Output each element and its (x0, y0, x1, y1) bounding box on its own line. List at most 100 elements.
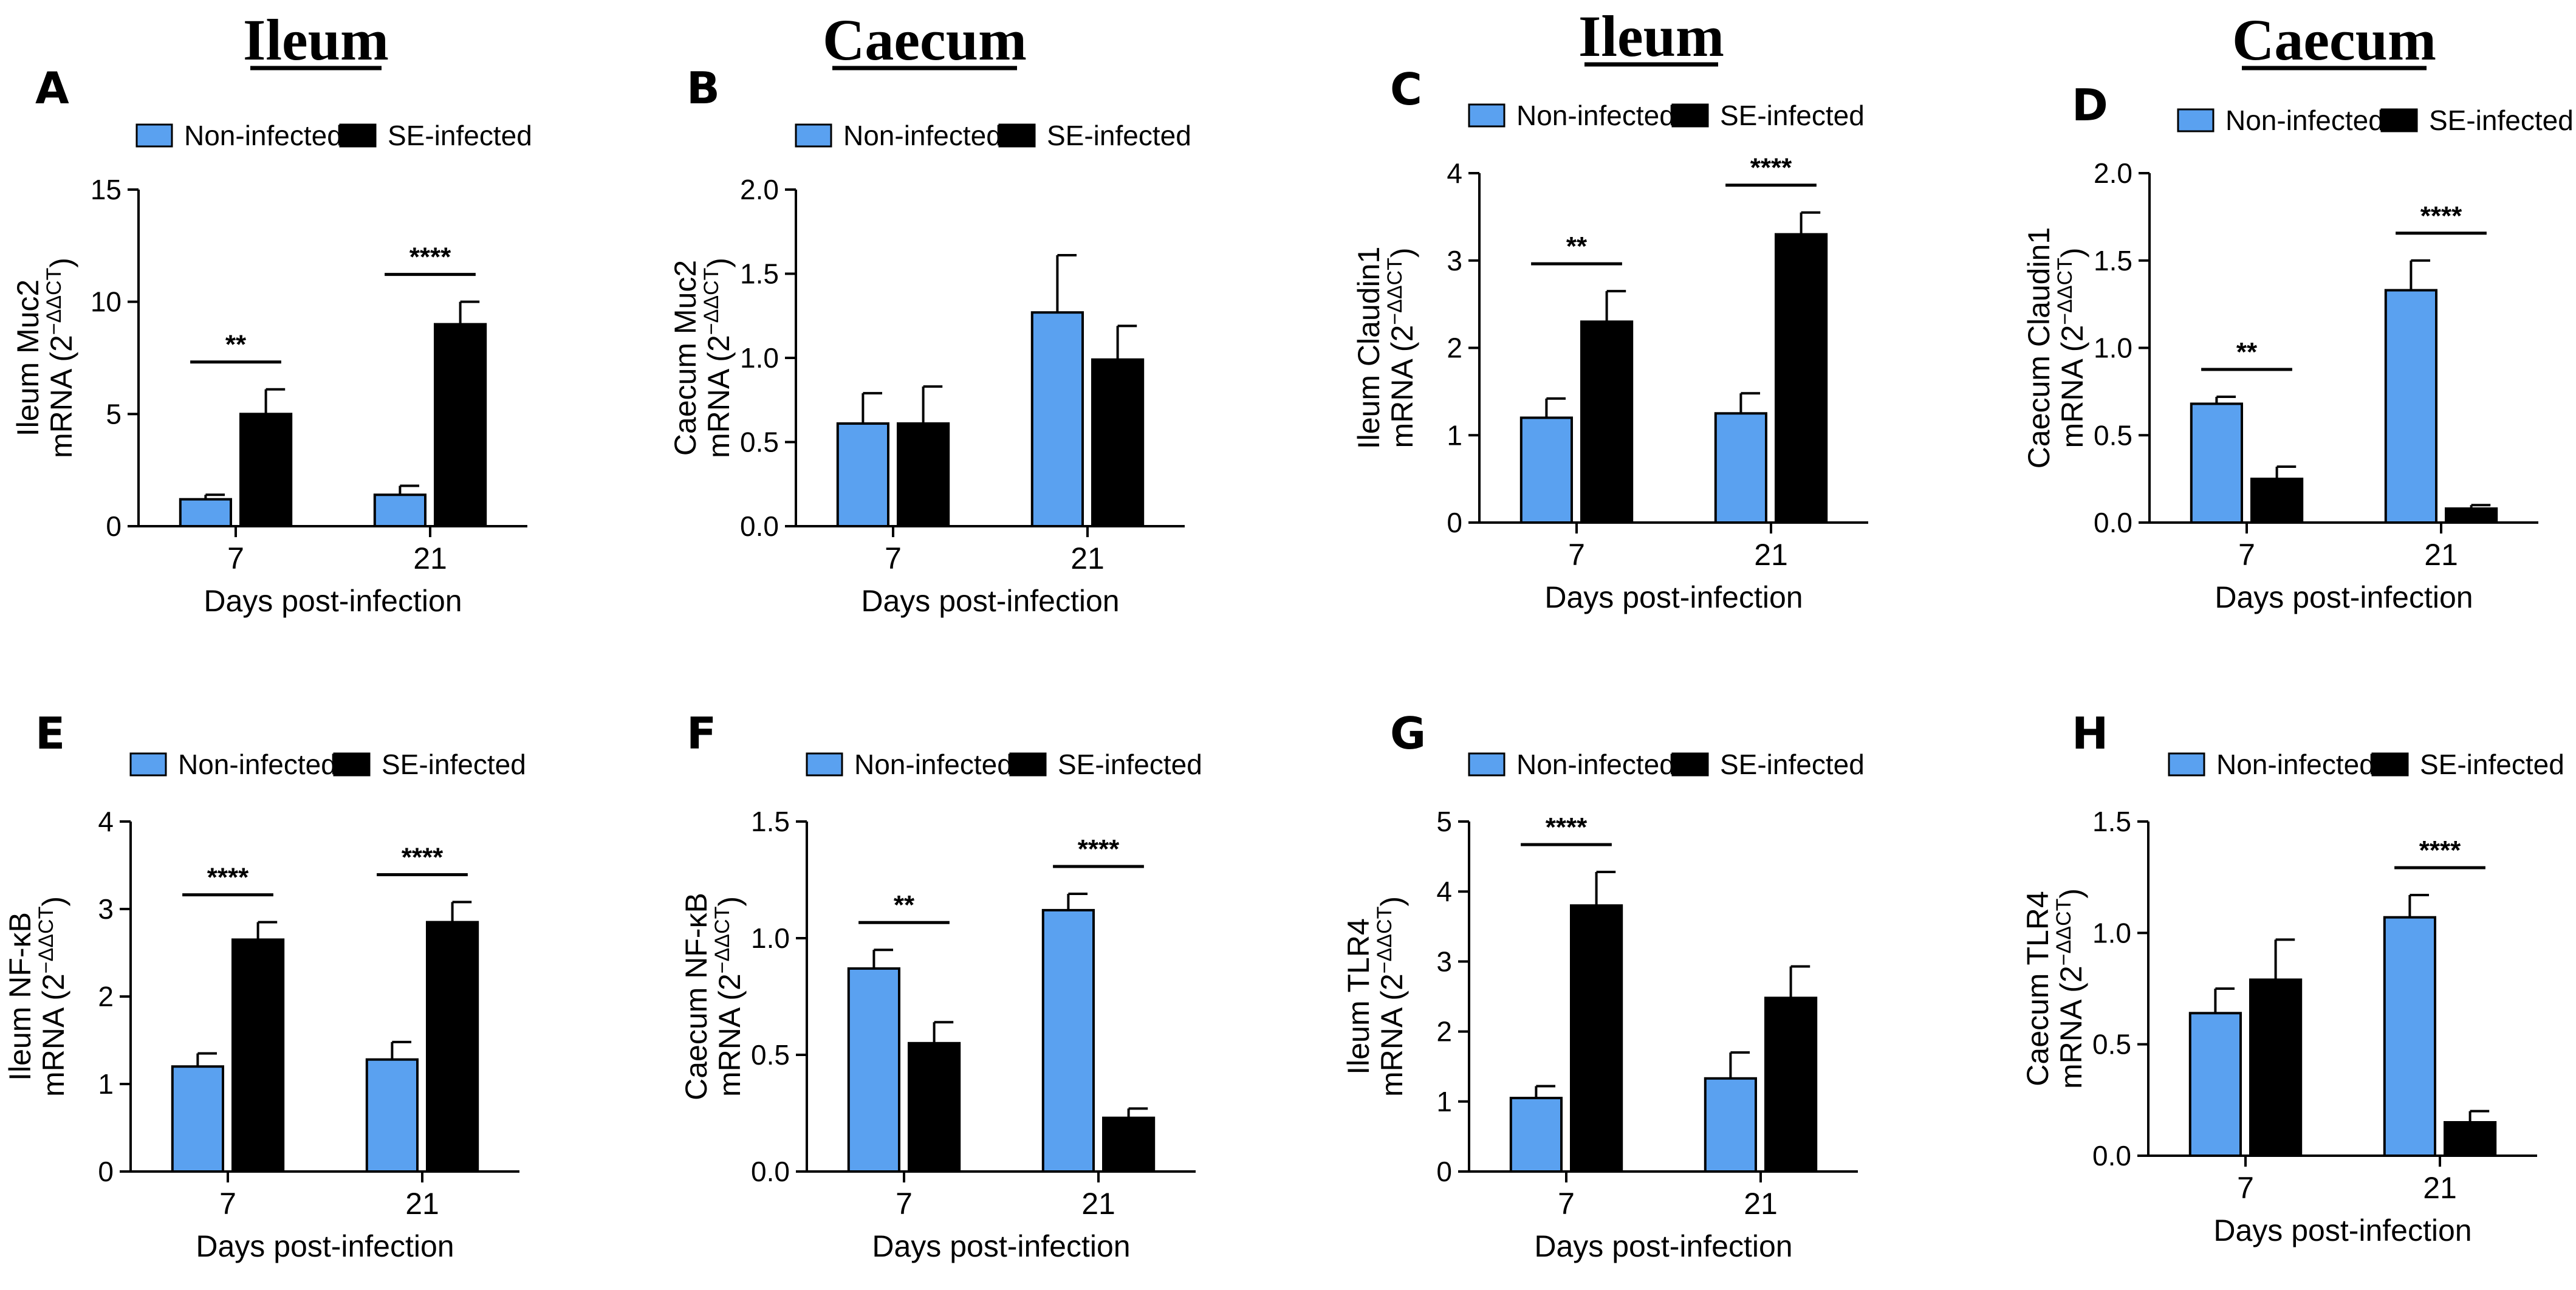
panel-g-y-label-superscript: −ΔΔCT (1373, 907, 1396, 974)
panel-c-bar-non-infected-day-21 (1714, 412, 1768, 524)
panel-c-y-tick-label: 1 (1447, 419, 1462, 451)
panel-g-legend: Non-infected SE-infected (1468, 749, 1865, 780)
panel-a-y-tick-label: 15 (91, 174, 122, 205)
panel-c-x-tick-label-day-21: 21 (1754, 538, 1788, 572)
panel-f-y-label-superscript: −ΔΔCT (711, 907, 734, 974)
panel-g-legend-swatch-se-infected (1671, 752, 1709, 777)
panel-g-y-tick-label: 2 (1436, 1016, 1452, 1048)
column-headers: Ileum Caecum Ileum Caecum (243, 4, 2436, 72)
panel-f-legend-label-non-infected: Non-infected (854, 749, 1013, 780)
panel-e-y-label-mrna: mRNA (2 (36, 973, 70, 1097)
panel-e-significance-label-day-7: **** (207, 863, 249, 893)
panel-a-legend: Non-infected SE-infected (135, 120, 532, 151)
panel-c-y-tick-label: 0 (1447, 507, 1462, 538)
panel-c-significance-label-day-21: **** (1750, 153, 1792, 183)
panel-g-y-tick-label: 1 (1436, 1086, 1452, 1117)
panel-c-x-label: Days post-infection (1544, 580, 1803, 614)
panel-b-x-tick-label-day-7: 7 (885, 541, 902, 575)
panel-h-letter: H (2072, 708, 2108, 759)
panel-g-y-tick-label: 5 (1436, 806, 1452, 837)
panel-h-x-label: Days post-infection (2213, 1213, 2472, 1247)
panel-d-y-tick-label: 2.0 (2094, 157, 2132, 189)
panel-a-significance-label-day-21: **** (409, 242, 451, 272)
panel-g-bar-non-infected-day-7 (1509, 1097, 1563, 1173)
panel-a-legend-label-non-infected: Non-infected (184, 120, 343, 151)
panel-h: H Non-infected SE-infected 0.0 0.5 1.0 1.5 Caec… (2021, 708, 2564, 1247)
panel-b-y-tick-label: 1.0 (740, 342, 779, 374)
panel-d-bar-non-infected-day-21 (2384, 289, 2438, 524)
panel-g-y-label-line2: mRNA (2−ΔΔCT) (1373, 896, 1409, 1097)
panel-a-letter: A (35, 63, 69, 114)
panel-d-significance-label-day-21: **** (2420, 201, 2462, 231)
panel-e-x-tick-label-day-21: 21 (405, 1187, 439, 1221)
panel-f-bar-se-infected-day-21 (1102, 1116, 1156, 1173)
panel-e-bar-non-infected-day-21 (365, 1058, 419, 1173)
panel-g-letter: G (1390, 708, 1426, 759)
column-header-ileum-1: Ileum (243, 7, 389, 72)
panel-g-significance-label-day-7: **** (1546, 812, 1588, 842)
panel-b-letter: B (687, 63, 720, 114)
panel-b-y-label-close: ) (702, 258, 736, 268)
panel-d-legend: Non-infected SE-infected (2177, 105, 2574, 136)
panel-h-bar-non-infected-day-21 (2383, 916, 2437, 1157)
panel-b-y-tick-label: 0.5 (740, 427, 779, 458)
panel-c-legend-swatch-se-infected (1671, 103, 1709, 128)
panel-a-y-label-line1: Ileum Muc2 (11, 280, 45, 436)
panel-e-y-tick-label: 2 (98, 981, 114, 1012)
panel-g-bar-non-infected-day-21 (1704, 1077, 1758, 1173)
panel-a-y-label-line2: mRNA (2−ΔΔCT) (43, 258, 78, 458)
panel-g: G Non-infected SE-infected 0 1 2 3 4 5 Ileum TLR4… (1341, 708, 1865, 1263)
panel-b-y-label-line2: mRNA (2−ΔΔCT) (700, 258, 736, 458)
panel-g-bar-se-infected-day-21 (1764, 997, 1818, 1173)
panel-h-bar-se-infected-day-7 (2249, 978, 2303, 1158)
panel-a-significance-label-day-7: ** (225, 330, 247, 360)
panel-g-legend-label-non-infected: Non-infected (1516, 749, 1675, 780)
panel-c-legend-swatch-non-infected (1468, 103, 1506, 128)
panel-d-bar-se-infected-day-7 (2250, 478, 2304, 524)
panel-c-x-tick-label-day-7: 7 (1568, 538, 1585, 572)
panel-e-bar-se-infected-day-7 (231, 938, 285, 1173)
panel-f-significance-label-day-21: **** (1078, 834, 1120, 864)
panel-c-legend-label-se-infected: SE-infected (1720, 100, 1865, 131)
panel-d-bar-non-infected-day-7 (2190, 402, 2244, 524)
panel-d-letter: D (2072, 80, 2108, 131)
panel-b-y-tick-label: 0.0 (740, 510, 779, 542)
panel-e-y-tick-label: 1 (98, 1068, 114, 1100)
panel-h-y-tick-label: 0.0 (2092, 1140, 2131, 1172)
panel-b-legend-swatch-non-infected (795, 123, 832, 148)
panel-c-y-label-superscript: −ΔΔCT (1383, 258, 1406, 325)
panel-d-x-tick-label-day-21: 21 (2424, 538, 2458, 572)
panel-e-y-label-line1: Ileum NF-κB (3, 912, 37, 1081)
panel-b-y-label-line1: Caecum Muc2 (668, 260, 702, 456)
panel-g-bar-se-infected-day-7 (1570, 904, 1623, 1173)
panel-f-x-tick-label-day-21: 21 (1081, 1187, 1115, 1221)
panel-c-y-label-close: ) (1385, 247, 1419, 258)
panel-b-bar-non-infected-day-7 (836, 422, 890, 528)
panel-a-x-tick-label-day-7: 7 (227, 541, 244, 575)
panel-f-bar-non-infected-day-7 (847, 967, 901, 1173)
panel-d-y-tick-label: 0.5 (2094, 419, 2132, 451)
panel-a-legend-swatch-non-infected (135, 123, 173, 148)
panel-h-y-tick-label: 1.5 (2092, 806, 2131, 837)
panel-g-x-tick-label-day-21: 21 (1744, 1187, 1778, 1221)
panel-a-legend-label-se-infected: SE-infected (388, 120, 532, 151)
panel-e-x-label: Days post-infection (196, 1229, 454, 1263)
panel-f-x-label: Days post-infection (872, 1229, 1130, 1263)
panel-d-legend-label-non-infected: Non-infected (2225, 105, 2384, 136)
panel-h-legend-label-se-infected: SE-infected (2420, 749, 2564, 780)
panel-g-y-tick-label: 0 (1436, 1156, 1452, 1187)
panel-g-y-tick-label: 4 (1436, 876, 1452, 907)
panel-g-legend-swatch-non-infected (1468, 752, 1506, 777)
panel-d-y-label-line1: Caecum Claudin1 (2022, 227, 2056, 468)
panel-h-y-label-line1: Caecum TLR4 (2021, 891, 2055, 1086)
panel-e-significance-label-day-21: **** (402, 842, 444, 872)
panel-e: E Non-infected SE-infected 0 1 2 3 4 Ileum NF-κB… (3, 708, 526, 1263)
panel-a-y-label-close: ) (44, 258, 78, 268)
panel-a-y-tick-label: 5 (106, 398, 122, 430)
panel-c: C Non-infected SE-infected 0 1 2 3 4 Ileum Claud… (1352, 64, 1868, 614)
panel-c-significance-label-day-7: ** (1566, 232, 1588, 261)
panel-a-y-label-superscript: −ΔΔCT (43, 268, 66, 335)
panel-e-legend-swatch-se-infected (333, 752, 371, 777)
